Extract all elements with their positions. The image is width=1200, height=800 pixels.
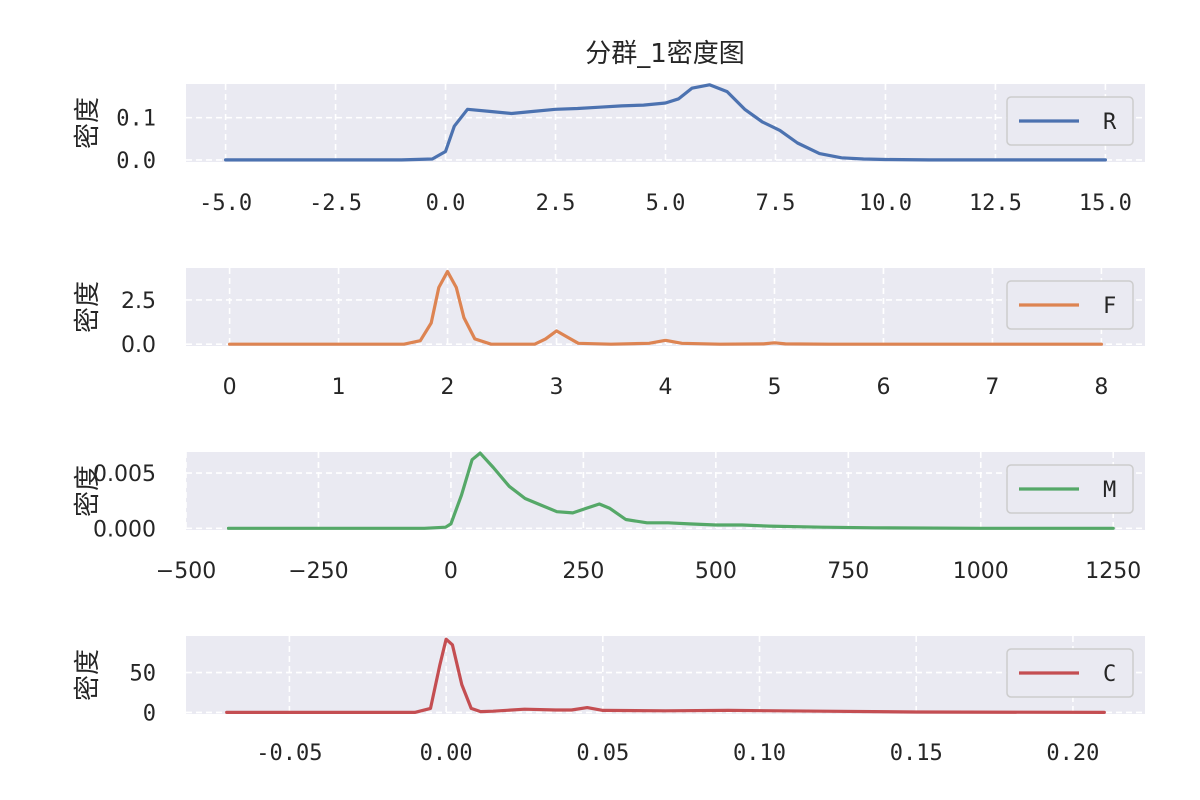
x-tick-label: 0.05	[576, 741, 629, 766]
series-line-F	[228, 269, 1103, 346]
legend-label: C	[1103, 662, 1116, 687]
y-tick-label: 0.1	[116, 107, 156, 132]
legend-label: F	[1103, 294, 1116, 319]
y-axis-label: 密度	[73, 465, 103, 517]
x-tick-label: 2	[441, 375, 455, 400]
plot-area-3	[186, 452, 1145, 530]
x-tick-label: 3	[550, 375, 564, 400]
x-tick-label: 8	[1094, 375, 1108, 400]
y-tick-label: 0.005	[93, 462, 156, 487]
y-tick-label: 50	[130, 662, 157, 687]
y-tick-label: 0.0	[121, 333, 156, 358]
x-tick-label: 750	[827, 559, 869, 584]
x-tick-label: 4	[659, 375, 673, 400]
series-line-C	[225, 637, 1106, 714]
x-tick-label: 0.00	[420, 741, 473, 766]
x-tick-label: 0.20	[1046, 741, 1099, 766]
y-tick-label: 2.5	[121, 289, 156, 314]
subplot-4: -0.05 0.00 0.05 0.10 0.15 0.20 0 50 密度 C	[73, 636, 1145, 766]
x-tick-label: −250	[288, 559, 348, 584]
series-line-R	[224, 83, 1107, 162]
x-tick-label: 6	[876, 375, 890, 400]
x-tick-label: -2.5	[309, 191, 362, 216]
x-tick-label: 15.0	[1079, 191, 1132, 216]
x-tick-label: 0.0	[426, 191, 466, 216]
x-tick-label: -0.05	[256, 741, 322, 766]
x-tick-label: 5	[767, 375, 781, 400]
x-tick-label: 7	[985, 375, 999, 400]
x-tick-label: 2.5	[536, 191, 576, 216]
y-axis-label: 密度	[73, 281, 103, 333]
x-tick-label: 10.0	[859, 191, 912, 216]
legend-label: M	[1103, 478, 1116, 503]
x-tick-label: −500	[156, 559, 216, 584]
x-tick-label: 7.5	[756, 191, 796, 216]
x-tick-label: 1000	[953, 559, 1009, 584]
legend-label: R	[1103, 110, 1117, 135]
x-tick-label: 500	[695, 559, 737, 584]
x-tick-label: 0.15	[890, 741, 943, 766]
plot-area-4	[186, 636, 1145, 714]
x-tick-label: 1250	[1085, 559, 1141, 584]
chart-title: 分群_1密度图	[585, 39, 745, 69]
y-tick-label: 0.0	[116, 149, 156, 174]
series-line-M	[226, 451, 1115, 530]
x-tick-label: -5.0	[199, 191, 252, 216]
x-tick-label: 0	[444, 559, 458, 584]
y-axis-label: 密度	[73, 97, 103, 149]
x-tick-label: 12.5	[969, 191, 1022, 216]
x-tick-label: 0.10	[733, 741, 786, 766]
subplot-2: 0 1 2 3 4 5 6 7 8 0.0 2.5 密度 F	[73, 268, 1145, 400]
y-tick-label: 0.000	[93, 517, 156, 542]
y-tick-label: 0	[143, 701, 156, 726]
x-tick-label: 250	[562, 559, 604, 584]
x-tick-label: 1	[332, 375, 346, 400]
subplot-1: -5.0 -2.5 0.0 2.5 5.0 7.5 10.0 12.5 15.0 0.0 0.1 密度…	[73, 83, 1145, 216]
x-tick-label: 5.0	[646, 191, 686, 216]
y-axis-label: 密度	[73, 649, 103, 701]
x-tick-label: 0	[223, 375, 237, 400]
